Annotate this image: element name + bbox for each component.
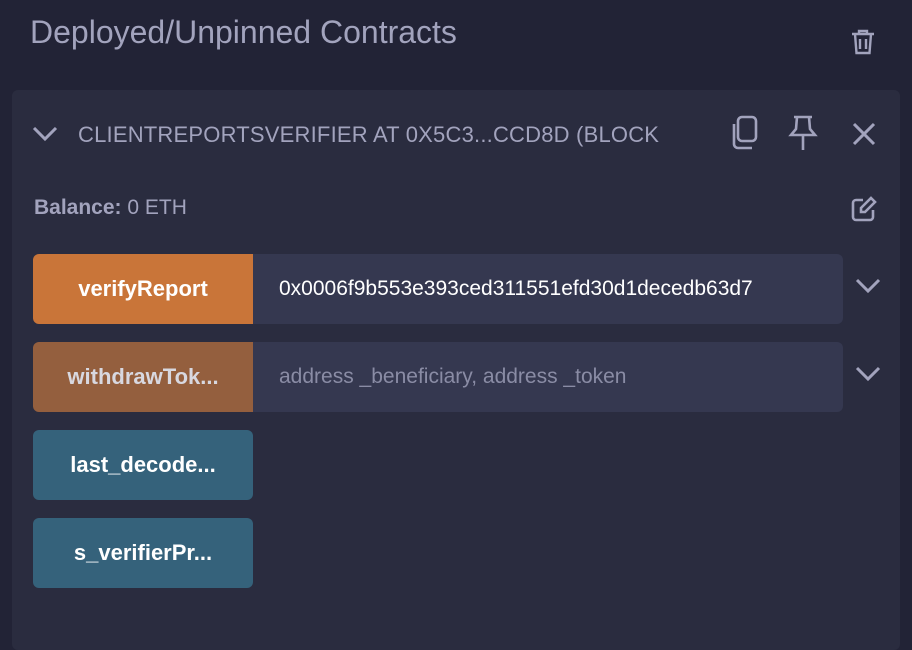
copy-icon[interactable] [728, 115, 760, 151]
pin-icon[interactable] [788, 114, 818, 152]
verifyreport-input[interactable] [253, 254, 843, 324]
balance-value: 0 ETH [127, 196, 187, 219]
contract-header[interactable]: CLIENTREPORTSVERIFIER AT 0X5C3...CCD8D (… [12, 110, 900, 158]
close-icon[interactable] [852, 122, 876, 146]
chevron-down-icon[interactable] [855, 278, 881, 294]
balance-label: Balance: [34, 196, 122, 219]
chevron-down-icon[interactable] [32, 126, 58, 142]
contract-card: CLIENTREPORTSVERIFIER AT 0X5C3...CCD8D (… [12, 90, 900, 650]
section-title: Deployed/Unpinned Contracts [30, 14, 457, 50]
withdrawtoken-button[interactable]: withdrawTok... [33, 342, 253, 412]
trash-icon[interactable] [850, 28, 876, 56]
verifyreport-button[interactable]: verifyReport [33, 254, 253, 324]
contract-title: CLIENTREPORTSVERIFIER AT 0X5C3...CCD8D (… [78, 122, 660, 147]
s-verifierproxy-button[interactable]: s_verifierPr... [33, 518, 253, 588]
last-decoded-button[interactable]: last_decode... [33, 430, 253, 500]
withdrawtoken-input[interactable] [253, 342, 843, 412]
balance: Balance: 0 ETH [34, 196, 187, 220]
chevron-down-icon[interactable] [855, 366, 881, 382]
edit-icon[interactable] [850, 195, 878, 223]
